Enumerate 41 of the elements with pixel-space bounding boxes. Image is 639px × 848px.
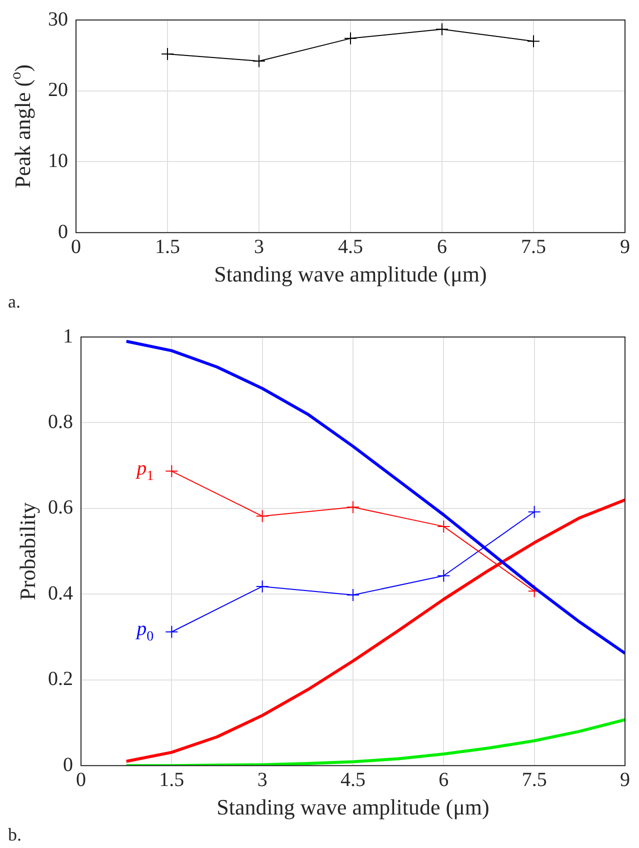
point — [252, 54, 266, 68]
x-tick-label: 1.5 — [159, 768, 184, 791]
point — [528, 505, 541, 518]
y-axis-title: Peak angle (o) — [7, 64, 35, 188]
x-tick-label: 1.5 — [155, 236, 180, 258]
y-tick-label: 0.4 — [48, 582, 73, 604]
point — [436, 22, 448, 36]
point — [527, 34, 540, 48]
point — [165, 464, 178, 478]
point — [344, 32, 357, 45]
x-tick-label: 7.5 — [521, 236, 546, 258]
point — [256, 510, 269, 523]
x-axis-title: Standing wave amplitude (μm) — [214, 262, 487, 287]
y-tick-label: 0 — [58, 220, 68, 243]
point — [437, 569, 450, 582]
x-tick-label: 6 — [437, 236, 447, 258]
y-tick-label: 0.8 — [48, 410, 73, 433]
point — [437, 520, 450, 533]
y-tick-label: 10 — [48, 150, 68, 172]
point — [346, 500, 360, 514]
y-tick-label: 0.2 — [48, 668, 73, 690]
y-axis-title: Probability — [14, 502, 40, 600]
x-tick-label: 4.5 — [338, 236, 363, 258]
point — [256, 580, 269, 593]
y-tick-label: 1 — [63, 325, 73, 348]
x-tick-label: 3 — [254, 236, 264, 258]
x-tick-label: 6 — [438, 768, 449, 791]
text: a. — [8, 292, 20, 312]
y-tick-label: 20 — [48, 79, 68, 102]
x-tick-label: 3 — [257, 768, 268, 791]
text: b. — [8, 824, 22, 845]
y-tick-label: 0 — [63, 754, 73, 776]
x-tick-label: 7.5 — [522, 768, 547, 791]
x-tick-label: 9 — [620, 236, 630, 258]
x-tick-label: 9 — [620, 768, 630, 791]
x-tick-label: 4.5 — [340, 768, 366, 791]
x-axis-title: Standing wave amplitude (μm) — [216, 794, 490, 820]
point — [165, 625, 178, 638]
y-tick-label: 30 — [48, 8, 68, 30]
point — [161, 48, 174, 61]
y-tick-label: 0.6 — [48, 496, 73, 519]
